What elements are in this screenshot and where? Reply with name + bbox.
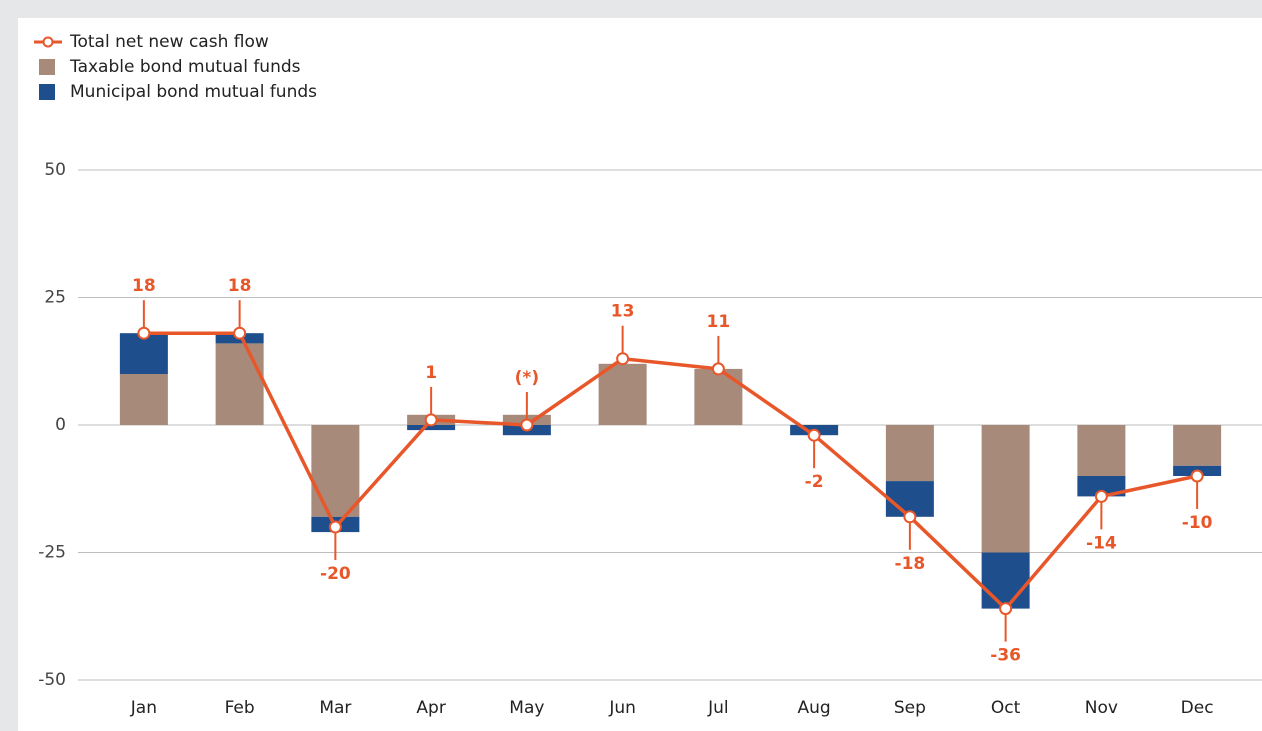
y-tick-label: 0 (55, 415, 66, 435)
y-tick-label: 50 (44, 160, 66, 180)
point (137, 326, 151, 340)
legend-label: Total net new cash flow (69, 32, 269, 52)
data-label: (*) (515, 368, 539, 388)
y-tick-label: -25 (38, 543, 66, 563)
point (903, 510, 917, 524)
x-tick-label: Feb (225, 698, 255, 718)
x-tick-label: Apr (416, 698, 445, 718)
point (233, 326, 247, 340)
bar (981, 425, 1030, 553)
x-tick-label: Aug (798, 698, 831, 718)
bar (119, 374, 168, 425)
point (711, 362, 725, 376)
point (424, 413, 438, 427)
data-label: -18 (895, 554, 926, 574)
bar (1077, 425, 1126, 476)
bar (885, 425, 934, 482)
bar (119, 333, 168, 374)
data-label: 18 (132, 276, 156, 296)
legend-label: Municipal bond mutual funds (70, 82, 317, 102)
x-tick-label: May (509, 698, 544, 718)
bar (407, 425, 456, 431)
legend-swatch (39, 84, 55, 100)
line (143, 331, 1198, 611)
point (328, 520, 342, 534)
bar (598, 363, 647, 425)
x-tick-label: Mar (319, 698, 351, 718)
x-tick-label: Oct (991, 698, 1021, 718)
x-tick-label: Sep (894, 698, 926, 718)
data-label: -36 (990, 646, 1021, 666)
point (1190, 469, 1204, 483)
x-tick-label: Jan (130, 698, 157, 718)
y-tick-label: 25 (44, 288, 66, 308)
data-label: -20 (320, 564, 351, 584)
data-label: -14 (1086, 533, 1117, 553)
data-label: 18 (228, 276, 252, 296)
bar (311, 425, 360, 517)
point (616, 352, 630, 366)
data-label: 11 (707, 312, 731, 332)
data-label: -10 (1182, 513, 1213, 533)
x-tick-label: Jun (608, 698, 636, 718)
bar (981, 552, 1030, 609)
bar (694, 368, 743, 425)
legend-swatch (39, 59, 55, 75)
bar (215, 343, 264, 425)
x-tick-label: Nov (1085, 698, 1118, 718)
y-tick-label: -50 (38, 670, 66, 690)
point (999, 602, 1013, 616)
bar (1077, 476, 1126, 497)
x-tick-label: Jul (707, 698, 729, 718)
data-label: 1 (425, 363, 437, 383)
legend-marker (42, 36, 54, 48)
x-tick-label: Dec (1181, 698, 1214, 718)
legend-label: Taxable bond mutual funds (69, 57, 301, 77)
point (520, 418, 534, 432)
point (807, 428, 821, 442)
data-label: 13 (611, 302, 635, 322)
data-label: -2 (805, 472, 824, 492)
point (1094, 489, 1108, 503)
bar (1173, 425, 1222, 466)
